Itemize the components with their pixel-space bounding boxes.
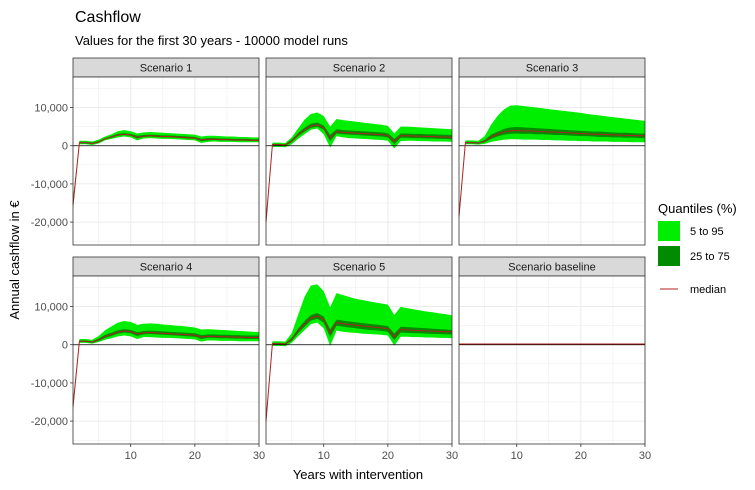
panel-background: [459, 276, 645, 444]
legend-title: Quantiles (%): [658, 201, 737, 216]
x-tick-label: 10: [125, 450, 137, 462]
panel-background: [73, 77, 259, 245]
y-tick-label: -20,000: [31, 217, 68, 229]
median-line: [72, 133, 259, 205]
x-axis-title: Years with intervention: [293, 467, 423, 482]
ribbon-5-to-95: [73, 130, 259, 211]
x-tick-label: 20: [189, 450, 201, 462]
y-tick-label: 0: [62, 141, 68, 153]
facet-panels: Scenario 1-20,000-10,000010,000Scenario …: [31, 57, 651, 462]
x-tick-label: 30: [639, 450, 651, 462]
y-tick-label: 0: [62, 340, 68, 352]
legend-item-25-to-75: 25 to 75: [658, 246, 730, 266]
legend-label: median: [690, 284, 726, 296]
panel-scenario-baseline: Scenario baseline 10 20 30: [458, 256, 651, 462]
legend-item-median: median: [660, 284, 726, 296]
panel-strip-label: Scenario 2: [333, 63, 386, 75]
median-line: [265, 315, 452, 422]
x-tick-label: 20: [382, 450, 394, 462]
chart-title: Cashflow: [75, 9, 141, 26]
x-tick-label: 10: [318, 450, 330, 462]
x-tick-label: 10: [511, 450, 523, 462]
legend-key: [658, 246, 680, 266]
x-tick-label: 30: [253, 450, 265, 462]
panel-strip-label: Scenario 3: [526, 63, 579, 75]
y-tick-label: -20,000: [31, 416, 68, 428]
legend: Quantiles (%) 5 to 95 25 to 75 median: [658, 201, 737, 296]
panel-strip-label: Scenario baseline: [508, 262, 595, 274]
legend-label: 5 to 95: [690, 226, 724, 238]
y-tick-label: 10,000: [34, 302, 68, 314]
panel-border: [72, 275, 260, 445]
panel-scenario-3: Scenario 3: [458, 57, 646, 246]
ribbon-25-to-75: [459, 127, 645, 219]
legend-label: 25 to 75: [690, 251, 730, 263]
y-tick-label: -10,000: [31, 179, 68, 191]
y-tick-label: 10,000: [34, 103, 68, 115]
median-line: [72, 330, 259, 407]
y-tick-label: -10,000: [31, 378, 68, 390]
panel-border: [458, 275, 646, 445]
median-line: [265, 124, 453, 223]
chart-subtitle: Values for the first 30 years - 10000 mo…: [75, 33, 348, 48]
panel-strip-label: Scenario 4: [140, 262, 193, 274]
panel-background: [266, 77, 452, 245]
panel-border: [458, 76, 646, 246]
panel-grid: [266, 77, 453, 245]
x-tick-label: 20: [575, 450, 587, 462]
panel-background: [459, 77, 645, 245]
panel-border: [265, 275, 453, 445]
median-line: [458, 129, 645, 217]
legend-key: [658, 221, 680, 241]
ribbon-25-to-75: [73, 133, 259, 208]
y-axis-title: Annual cashflow in €: [7, 200, 22, 320]
panel-scenario-2: Scenario 2: [265, 57, 453, 246]
panel-scenario-4: Scenario 4 -20,000 -10,000 0 10,000 10 20 30: [31, 256, 265, 462]
panel-border: [72, 76, 260, 246]
legend-item-5-to-95: 5 to 95: [658, 221, 724, 241]
panel-strip-label: Scenario 5: [333, 262, 386, 274]
x-tick-label: 30: [446, 450, 458, 462]
panel-grid: [459, 276, 646, 444]
panel-background: [73, 276, 259, 444]
panel-scenario-1: Scenario 1 -20,000 -10,000 0 10,000: [31, 57, 260, 246]
panel-strip-label: Scenario 1: [140, 63, 193, 75]
panel-scenario-5: Scenario 5 10 20 30: [265, 256, 458, 462]
panel-border: [265, 76, 453, 246]
